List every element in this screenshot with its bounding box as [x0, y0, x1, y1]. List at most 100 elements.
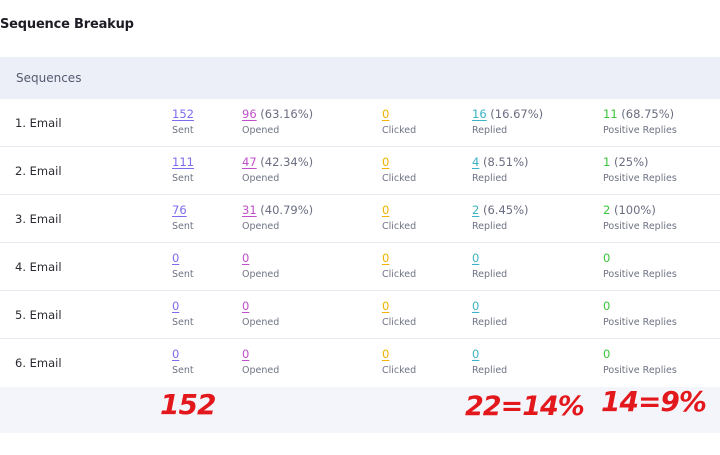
- clicked-value-line: 0: [382, 155, 416, 169]
- sent-value-line: 111: [172, 155, 194, 169]
- positive-cell: 1 (25%) Positive Replies: [603, 155, 677, 184]
- replied-value-line: 0: [472, 347, 507, 361]
- opened-value-line: 96 (63.16%): [242, 107, 313, 121]
- opened-label: Opened: [242, 317, 280, 328]
- table-row: 5. Email 0 Sent 0 Opened 0 Clicked 0 Replied 0 Pos…: [0, 291, 720, 339]
- sent-value-line: 0: [172, 347, 194, 361]
- sent-cell: 152 Sent: [172, 107, 194, 136]
- opened-percentage: (63.16%): [260, 107, 314, 121]
- opened-count-link[interactable]: 31: [242, 203, 257, 217]
- positive-label: Positive Replies: [603, 365, 677, 376]
- sequence-step-label: 3. Email: [15, 212, 62, 226]
- sequence-step-label: 2. Email: [15, 164, 62, 178]
- positive-cell: 0 Positive Replies: [603, 347, 677, 376]
- opened-count-link[interactable]: 0: [242, 251, 250, 265]
- opened-cell: 96 (63.16%) Opened: [242, 107, 313, 136]
- clicked-label: Clicked: [382, 317, 417, 328]
- positive-label: Positive Replies: [603, 317, 677, 328]
- replied-label: Replied: [472, 317, 508, 328]
- replied-count-link[interactable]: 0: [472, 299, 480, 313]
- opened-count-link[interactable]: 96: [242, 107, 257, 121]
- annotation-sent-total: 152: [160, 388, 216, 421]
- sequence-step-label: 4. Email: [15, 260, 62, 274]
- clicked-count-link[interactable]: 0: [382, 203, 390, 217]
- opened-cell: 0 Opened: [242, 251, 279, 280]
- replied-label: Replied: [472, 125, 508, 136]
- clicked-count-link[interactable]: 0: [382, 155, 390, 169]
- positive-label: Positive Replies: [603, 221, 677, 232]
- table-row: 4. Email 0 Sent 0 Opened 0 Clicked 0 Replied 0 Pos…: [0, 243, 720, 291]
- clicked-value-line: 0: [382, 251, 416, 265]
- positive-cell: 0 Positive Replies: [603, 251, 677, 280]
- positive-count: 0: [603, 347, 611, 361]
- replied-label: Replied: [472, 269, 508, 280]
- positive-percentage: (100%): [613, 203, 656, 217]
- table-header: Sequences: [0, 57, 720, 99]
- sent-label: Sent: [172, 173, 194, 184]
- replied-value-line: 2 (6.45%): [472, 203, 529, 217]
- opened-value-line: 0: [242, 299, 279, 313]
- sent-label: Sent: [172, 365, 194, 376]
- clicked-value-line: 0: [382, 107, 416, 121]
- clicked-count-link[interactable]: 0: [382, 347, 390, 361]
- annotation-positive: 14=9%: [601, 385, 707, 418]
- clicked-value-line: 0: [382, 203, 416, 217]
- opened-cell: 47 (42.34%) Opened: [242, 155, 313, 184]
- clicked-count-link[interactable]: 0: [382, 299, 390, 313]
- sent-count-link[interactable]: 111: [172, 155, 194, 169]
- replied-count-link[interactable]: 0: [472, 251, 480, 265]
- sent-cell: 76 Sent: [172, 203, 194, 232]
- sequence-step-label: 5. Email: [15, 308, 62, 322]
- sent-count-link[interactable]: 0: [172, 251, 180, 265]
- clicked-count-link[interactable]: 0: [382, 107, 390, 121]
- replied-value-line: 0: [472, 251, 507, 265]
- clicked-label: Clicked: [382, 269, 417, 280]
- sent-cell: 0 Sent: [172, 299, 194, 328]
- sent-count-link[interactable]: 0: [172, 347, 180, 361]
- clicked-label: Clicked: [382, 365, 417, 376]
- opened-count-link[interactable]: 0: [242, 299, 250, 313]
- clicked-cell: 0 Clicked: [382, 251, 416, 280]
- clicked-label: Clicked: [382, 221, 417, 232]
- replied-count-link[interactable]: 16: [472, 107, 487, 121]
- positive-value-line: 0: [603, 299, 677, 313]
- positive-value-line: 2 (100%): [603, 203, 677, 217]
- clicked-count-link[interactable]: 0: [382, 251, 390, 265]
- positive-count: 11: [603, 107, 618, 121]
- table-row: 6. Email 0 Sent 0 Opened 0 Clicked 0 Replied 0 Pos…: [0, 339, 720, 387]
- table-header-label: Sequences: [16, 71, 82, 85]
- opened-cell: 31 (40.79%) Opened: [242, 203, 313, 232]
- annotation-replied: 22=14%: [465, 391, 585, 422]
- positive-cell: 11 (68.75%) Positive Replies: [603, 107, 677, 136]
- replied-count-link[interactable]: 0: [472, 347, 480, 361]
- positive-label: Positive Replies: [603, 125, 677, 136]
- opened-count-link[interactable]: 0: [242, 347, 250, 361]
- opened-percentage: (42.34%): [260, 155, 314, 169]
- sent-cell: 0 Sent: [172, 251, 194, 280]
- opened-value-line: 47 (42.34%): [242, 155, 313, 169]
- positive-label: Positive Replies: [603, 173, 677, 184]
- replied-percentage: (16.67%): [490, 107, 544, 121]
- opened-label: Opened: [242, 221, 280, 232]
- opened-count-link[interactable]: 47: [242, 155, 257, 169]
- clicked-cell: 0 Clicked: [382, 203, 416, 232]
- opened-cell: 0 Opened: [242, 347, 279, 376]
- opened-percentage: (40.79%): [260, 203, 314, 217]
- opened-label: Opened: [242, 125, 280, 136]
- clicked-value-line: 0: [382, 299, 416, 313]
- sequence-step-label: 1. Email: [15, 116, 62, 130]
- replied-value-line: 0: [472, 299, 507, 313]
- replied-percentage: (6.45%): [482, 203, 529, 217]
- sent-value-line: 152: [172, 107, 194, 121]
- replied-cell: 0 Replied: [472, 299, 507, 328]
- opened-cell: 0 Opened: [242, 299, 279, 328]
- replied-count-link[interactable]: 2: [472, 203, 480, 217]
- positive-percentage: (25%): [613, 155, 649, 169]
- sent-count-link[interactable]: 0: [172, 299, 180, 313]
- replied-count-link[interactable]: 4: [472, 155, 480, 169]
- positive-label: Positive Replies: [603, 269, 677, 280]
- opened-value-line: 0: [242, 251, 279, 265]
- sent-count-link[interactable]: 76: [172, 203, 187, 217]
- replied-value-line: 4 (8.51%): [472, 155, 529, 169]
- sent-count-link[interactable]: 152: [172, 107, 194, 121]
